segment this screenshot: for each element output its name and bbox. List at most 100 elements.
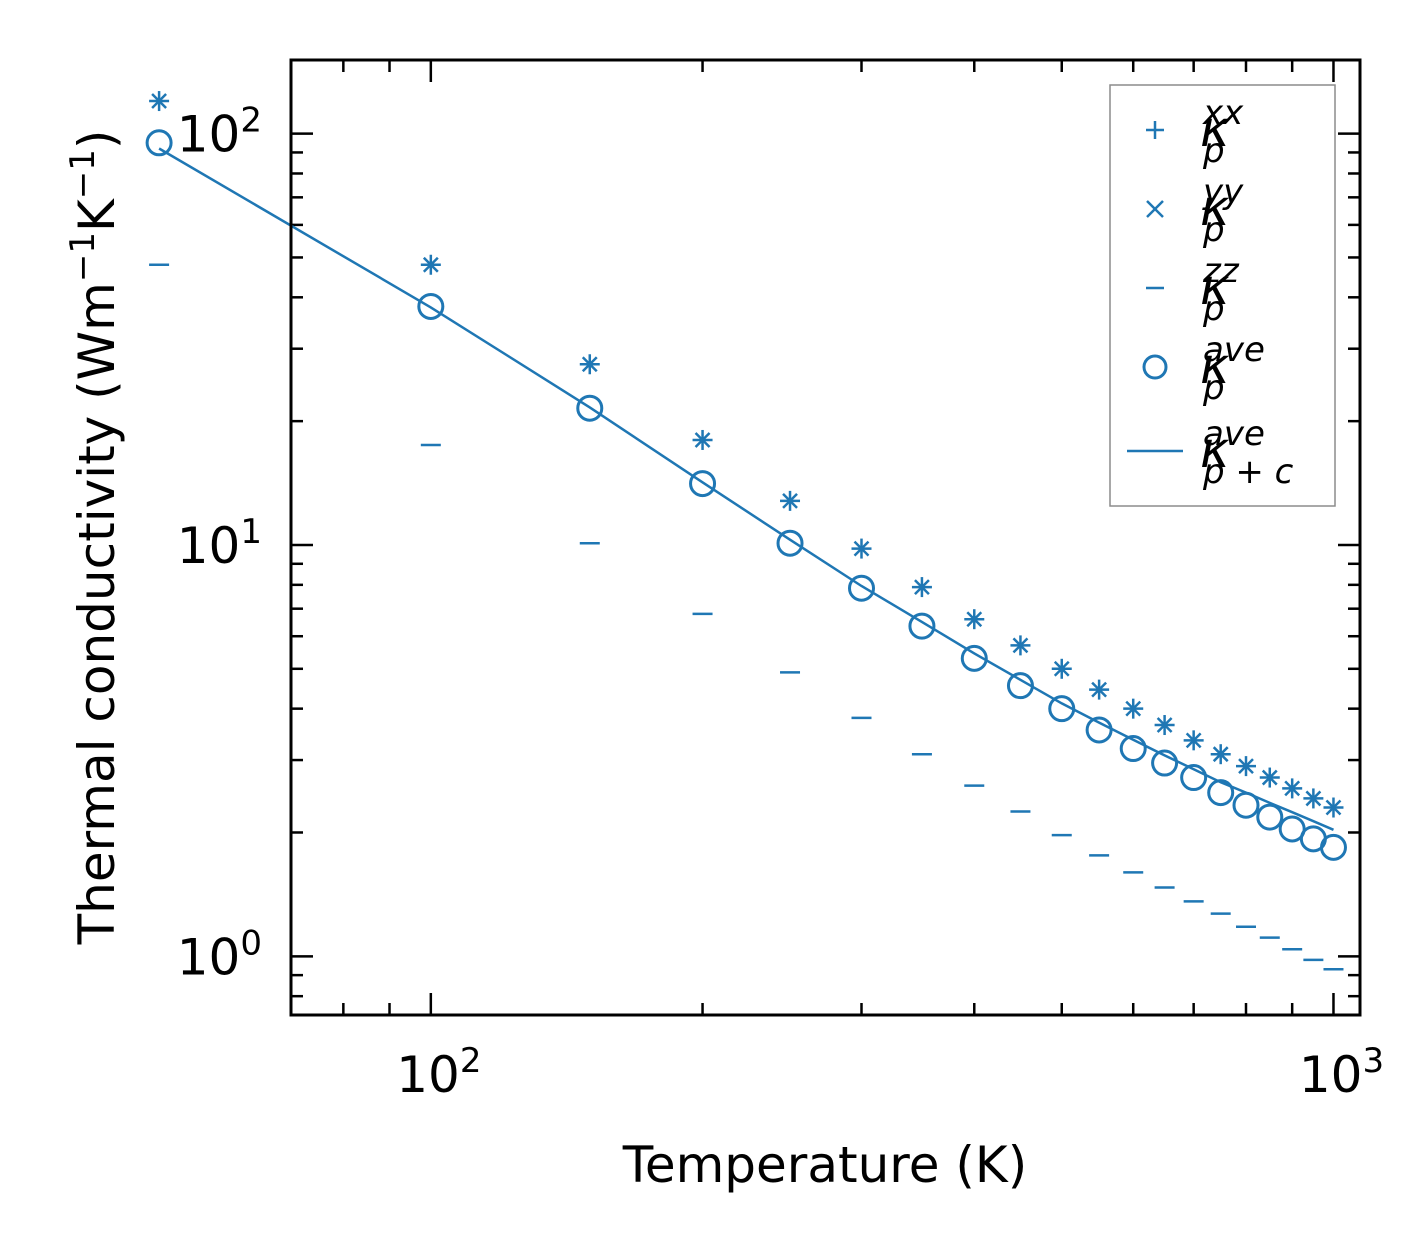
data-point-kappa_p_ave [776,529,804,557]
data-point-kappa_p_yy-b [1305,790,1322,807]
legend-marker-kappa_p_xx [1146,121,1164,139]
plot-frame [289,58,1362,1017]
legend-superscript: ave [1203,414,1265,454]
axis-ticks [289,60,1360,1015]
data-point-kappa_p_ave [1207,779,1235,807]
data-point-kappa_p_ave [847,574,875,602]
data-point-kappa_p_yy-b [581,356,598,373]
data-point-kappa_p_yy-b [151,93,167,109]
legend-marker-kappa_p_yy-b [1146,200,1164,218]
data-point-kappa_p_yy-b [1125,700,1142,717]
x-tick-label: 102 [396,1041,481,1104]
data-point-kappa_p_yy-b [1091,681,1107,698]
data-point-kappa_p_yy [581,356,598,373]
data-point-kappa_p_yy [1212,746,1229,763]
y-axis-label-end: ) [68,130,126,150]
y-axis-label-sup1: −1 [63,232,103,282]
data-point-kappa_p_yy [1091,681,1107,698]
legend-superscript: yy [1202,172,1244,212]
y-tick-label-exp: 0 [240,923,262,963]
data-point-kappa_p_yy-b [1185,732,1202,749]
data-point-kappa_p_yy-b [1212,746,1229,763]
data-point-kappa_p_yy-b [694,432,711,448]
legend-subscript: p + c [1202,452,1294,492]
legend-kappa: κ [1200,337,1230,395]
data-point-kappa_p_ave [908,612,936,640]
x-axis-label: Temperature (K) [622,1136,1027,1194]
data-point-kappa_p_yy-b [1325,799,1342,816]
legend-superscript: zz [1202,251,1240,291]
data-point-kappa_p_yy [1305,790,1322,807]
y-axis-label: Thermal conductivity (Wm−1K−1) [63,130,126,946]
legend-subscript: p [1202,368,1225,408]
y-tick-label-exp: 1 [240,512,262,552]
x-tick-label: 103 [1299,1041,1384,1104]
data-point-kappa_p_ave [689,470,717,498]
data-point-kappa_p_yy [1325,799,1342,816]
series-line-kappa_pc_ave [158,147,1334,831]
y-tick-label-exp: 2 [240,101,262,141]
data-point-kappa_p_yy [1284,780,1301,797]
legend-marker-kappa_p_yy [1146,200,1164,218]
data-point-kappa_p_yy-b [422,256,439,273]
legend-subscript: p [1202,210,1225,250]
data-point-kappa_p_ave [960,644,988,672]
data-point-kappa_p_yy-b [1261,769,1278,786]
legend-superscript: xx [1202,93,1244,133]
data-point-kappa_p_yy [1012,637,1029,654]
legend-kappa: κ [1200,179,1230,237]
y-axis-label-main: Thermal conductivity (Wm [68,282,126,945]
data-point-kappa_p_ave [1119,735,1147,763]
data-point-kappa_p_yy [782,492,798,509]
data-point-kappa_p_ave [1151,749,1179,777]
data-point-kappa_p_ave [576,394,604,422]
x-tick-label-exp: 2 [460,1041,482,1081]
data-point-kappa_p_yy [422,256,439,273]
legend-kappa: κ [1200,421,1230,479]
data-point-kappa_p_yy-b [966,611,983,628]
legend-marker-kappa_p_ave [1142,354,1168,380]
data-point-kappa_p_yy-b [1053,660,1070,677]
y-tick-label-base: 10 [177,106,241,164]
data-point-kappa_p_yy [694,432,711,448]
data-point-kappa_p_ave [1278,815,1306,843]
y-tick-label: 102 [177,101,262,164]
data-point-kappa_p_yy [1238,758,1254,774]
y-tick-label-base: 10 [177,928,241,986]
legend-markers [1127,121,1183,453]
data-point-kappa_p_ave [1256,803,1284,831]
data-point-kappa_p_ave [145,129,173,157]
data-point-kappa_p_ave [1319,833,1347,861]
data-point-kappa_p_yy [966,611,983,628]
y-axis-label-mid: K [68,198,126,232]
data-point-kappa_p_yy-b [1284,780,1301,797]
data-point-kappa_p_ave [417,292,445,320]
data-point-kappa_p_yy [151,93,167,109]
y-tick-label: 101 [177,512,262,575]
legend-box [1109,84,1336,507]
data-point-kappa_p_yy-b [914,579,930,595]
data-point-kappa_p_ave [1180,764,1208,792]
data-point-kappa_p_yy [1053,660,1070,677]
plot-area [145,91,1347,971]
x-tick-label-base: 10 [1299,1046,1363,1104]
data-point-kappa_p_yy [853,540,870,557]
y-axis-label-sup2: −1 [63,149,103,199]
y-tick-label: 100 [177,923,262,986]
data-point-kappa_p_yy-b [1238,758,1254,774]
data-point-kappa_p_yy-b [853,540,870,557]
data-point-kappa_p_yy [1156,717,1173,733]
data-point-kappa_p_yy [1185,732,1202,749]
x-tick-label-exp: 3 [1362,1041,1384,1081]
data-point-kappa_p_yy [914,579,930,595]
legend-superscript: ave [1203,330,1265,370]
legend-subscript: p [1202,131,1225,171]
x-tick-label-base: 10 [396,1046,460,1104]
